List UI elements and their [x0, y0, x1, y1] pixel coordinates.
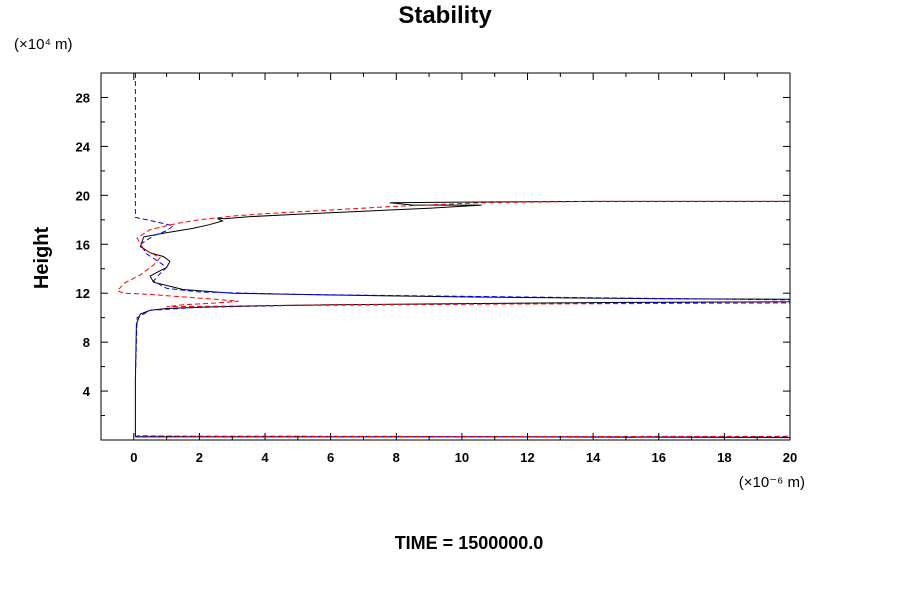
x-axis-unit: (×10⁻⁶ m): [739, 474, 805, 491]
y-tick-label: 16: [76, 237, 90, 252]
x-tick-label: 10: [455, 450, 469, 465]
y-tick-label: 8: [83, 335, 90, 350]
chart-title: Stability: [398, 2, 492, 29]
plot-area-frame: [100, 72, 791, 441]
series-line-1: [134, 200, 791, 439]
x-tick-label: 4: [261, 450, 269, 465]
x-tick-label: 6: [327, 450, 334, 465]
x-tick-label: 18: [717, 450, 731, 465]
y-tick-label: 20: [76, 188, 90, 203]
x-tick-label: 16: [652, 450, 666, 465]
y-tick-label: 28: [76, 90, 90, 105]
x-tick-label: 8: [393, 450, 400, 465]
y-tick-label: 4: [83, 384, 91, 399]
y-axis-unit: (×10⁴ m): [14, 36, 73, 53]
x-tick-label: 20: [783, 450, 797, 465]
y-tick-label: 12: [76, 286, 90, 301]
series-line-2: [134, 73, 791, 438]
y-axis-label: Height: [31, 227, 53, 290]
series-line-3: [116, 200, 791, 438]
x-tick-label: 12: [520, 450, 534, 465]
x-tick-label: 2: [196, 450, 203, 465]
time-footer: TIME = 1500000.0: [395, 533, 544, 553]
series-layer: [116, 73, 791, 439]
x-tick-label: 14: [586, 450, 601, 465]
x-tick-label: 0: [130, 450, 137, 465]
y-tick-label: 24: [76, 139, 91, 154]
